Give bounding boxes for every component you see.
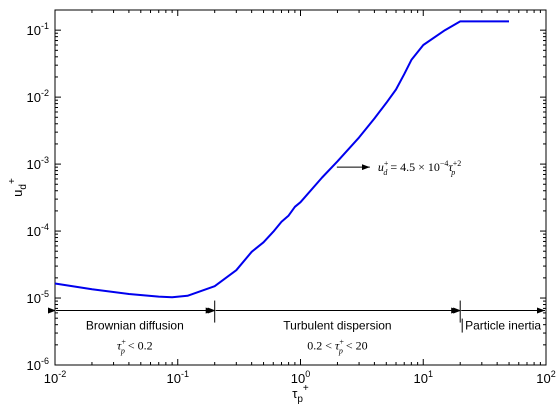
y-tick-label: 10-3 <box>27 155 49 172</box>
x-tick-label: 101 <box>414 369 433 386</box>
region-condition: τ+ p < 0.2 <box>117 338 153 356</box>
annotation-layer: u+ d = 4.5 × 10−4τ+2 p <box>336 159 461 177</box>
plot-frame <box>54 9 547 366</box>
region-condition: 0.2 < τ+ p < 20 <box>307 338 367 356</box>
region-label: Turbulent dispersion <box>283 319 391 333</box>
x-tick-label: 102 <box>536 369 555 386</box>
series-layer <box>54 20 509 299</box>
x-axis-title: τp+ <box>292 383 309 405</box>
region-layer: Brownian diffusion τ+ p < 0.2 Turbulent dis… <box>48 300 545 356</box>
y-tick-label: 10-4 <box>27 222 49 239</box>
annotation-formula: u+ d = 4.5 × 10−4τ+2 p <box>378 159 461 177</box>
x-tick-label: 10-1 <box>167 369 189 386</box>
y-tick-label: 10-6 <box>27 356 49 373</box>
y-tick-label: 10-5 <box>27 289 49 306</box>
x-tick-label: 100 <box>291 369 310 386</box>
x-axis: 10-2 10-1 100 101 102 <box>44 10 556 386</box>
axis-titles: τp+ ud+ <box>7 178 309 405</box>
y-tick-label: 10-2 <box>27 88 49 105</box>
y-tick-label: 10-1 <box>27 21 49 38</box>
series-line <box>54 20 509 299</box>
y-axis: 10-6 10-5 10-4 10-3 10-2 10-1 <box>27 21 546 373</box>
region-label: Particle inertia <box>465 319 541 333</box>
x-tick-label: 10-2 <box>44 369 66 386</box>
region-label: Brownian diffusion <box>86 319 184 333</box>
y-axis-title: ud+ <box>7 178 29 197</box>
